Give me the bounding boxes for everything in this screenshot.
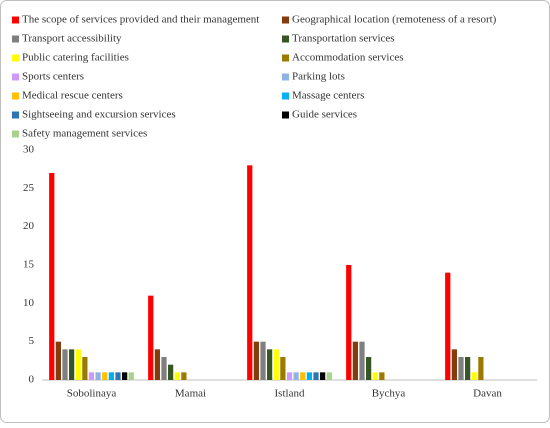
x-tick-label: Sobolinaya [67,388,117,400]
legend-label: Massage centers [292,90,364,102]
bar [55,341,61,380]
y-tick-label: 0 [29,374,35,386]
y-tick-label: 30 [23,144,35,156]
bar [273,349,279,380]
legend-swatch [282,92,289,100]
legend-swatch [12,16,19,24]
legend-swatch [282,73,289,81]
bar [168,364,174,380]
bar [115,372,121,380]
bar [128,372,134,380]
bar [366,357,372,380]
bar [154,349,160,380]
legend-swatch [12,54,19,62]
bar [306,372,312,380]
y-tick-label: 10 [23,297,35,309]
legend-swatch [12,92,19,100]
bar [300,372,306,380]
bar [102,372,108,380]
bar [445,272,451,380]
bar [471,372,477,380]
bar [82,357,88,380]
bar [49,173,55,380]
legend-swatch [12,35,19,43]
bar [247,165,253,380]
bar [267,349,273,380]
legend-label: The scope of services provided and their… [22,14,259,26]
bar [372,372,378,380]
bar [293,372,299,380]
legend-label: Safety management services [22,128,147,140]
legend-swatch [12,130,19,138]
legend-label: Accommodation services [292,52,404,64]
bar [458,357,464,380]
bar [379,372,385,380]
legend-swatch [282,54,289,62]
bar [174,372,180,380]
legend-swatch [282,111,289,119]
legend-label: Sports centers [22,71,84,83]
bar [161,357,167,380]
bar [69,349,75,380]
y-tick-label: 15 [23,259,35,271]
legend-label: Parking lots [292,71,345,83]
bar [346,265,352,380]
legend-label: Geographical location (remoteness of a r… [292,14,497,26]
bar [313,372,319,380]
legend-label: Transport accessibility [22,33,122,45]
bar [359,341,365,380]
legend-swatch [282,35,289,43]
bar [181,372,187,380]
bar [62,349,68,380]
bar [451,349,457,380]
bar [478,357,484,380]
legend-swatch [12,73,19,81]
legend-label: Medical rescue centers [22,90,123,102]
legend-label: Transportation services [292,33,395,45]
x-tick-label: Bychya [372,388,406,400]
bar [122,372,128,380]
bar [280,357,286,380]
x-tick-label: Istland [275,388,305,400]
legend-label: Public catering facilities [22,52,129,64]
y-tick-label: 20 [23,220,35,232]
bar [253,341,259,380]
legend-label: Sightseeing and excursion services [22,109,176,121]
bar [88,372,95,380]
y-tick-label: 25 [23,182,35,194]
x-tick-label: Davan [473,388,502,400]
legend-label: Guide services [292,109,357,121]
bar [108,372,114,380]
legend-swatch [282,16,289,24]
bar [95,372,101,380]
bar [148,295,154,380]
y-tick-label: 5 [29,335,35,347]
bar [260,341,266,380]
bar [352,341,358,380]
legend-swatch [12,111,19,119]
bar [320,372,326,380]
x-tick-label: Mamai [175,388,206,400]
bar [465,357,471,380]
bar [326,372,332,380]
bar [75,349,81,380]
bar [286,372,293,380]
